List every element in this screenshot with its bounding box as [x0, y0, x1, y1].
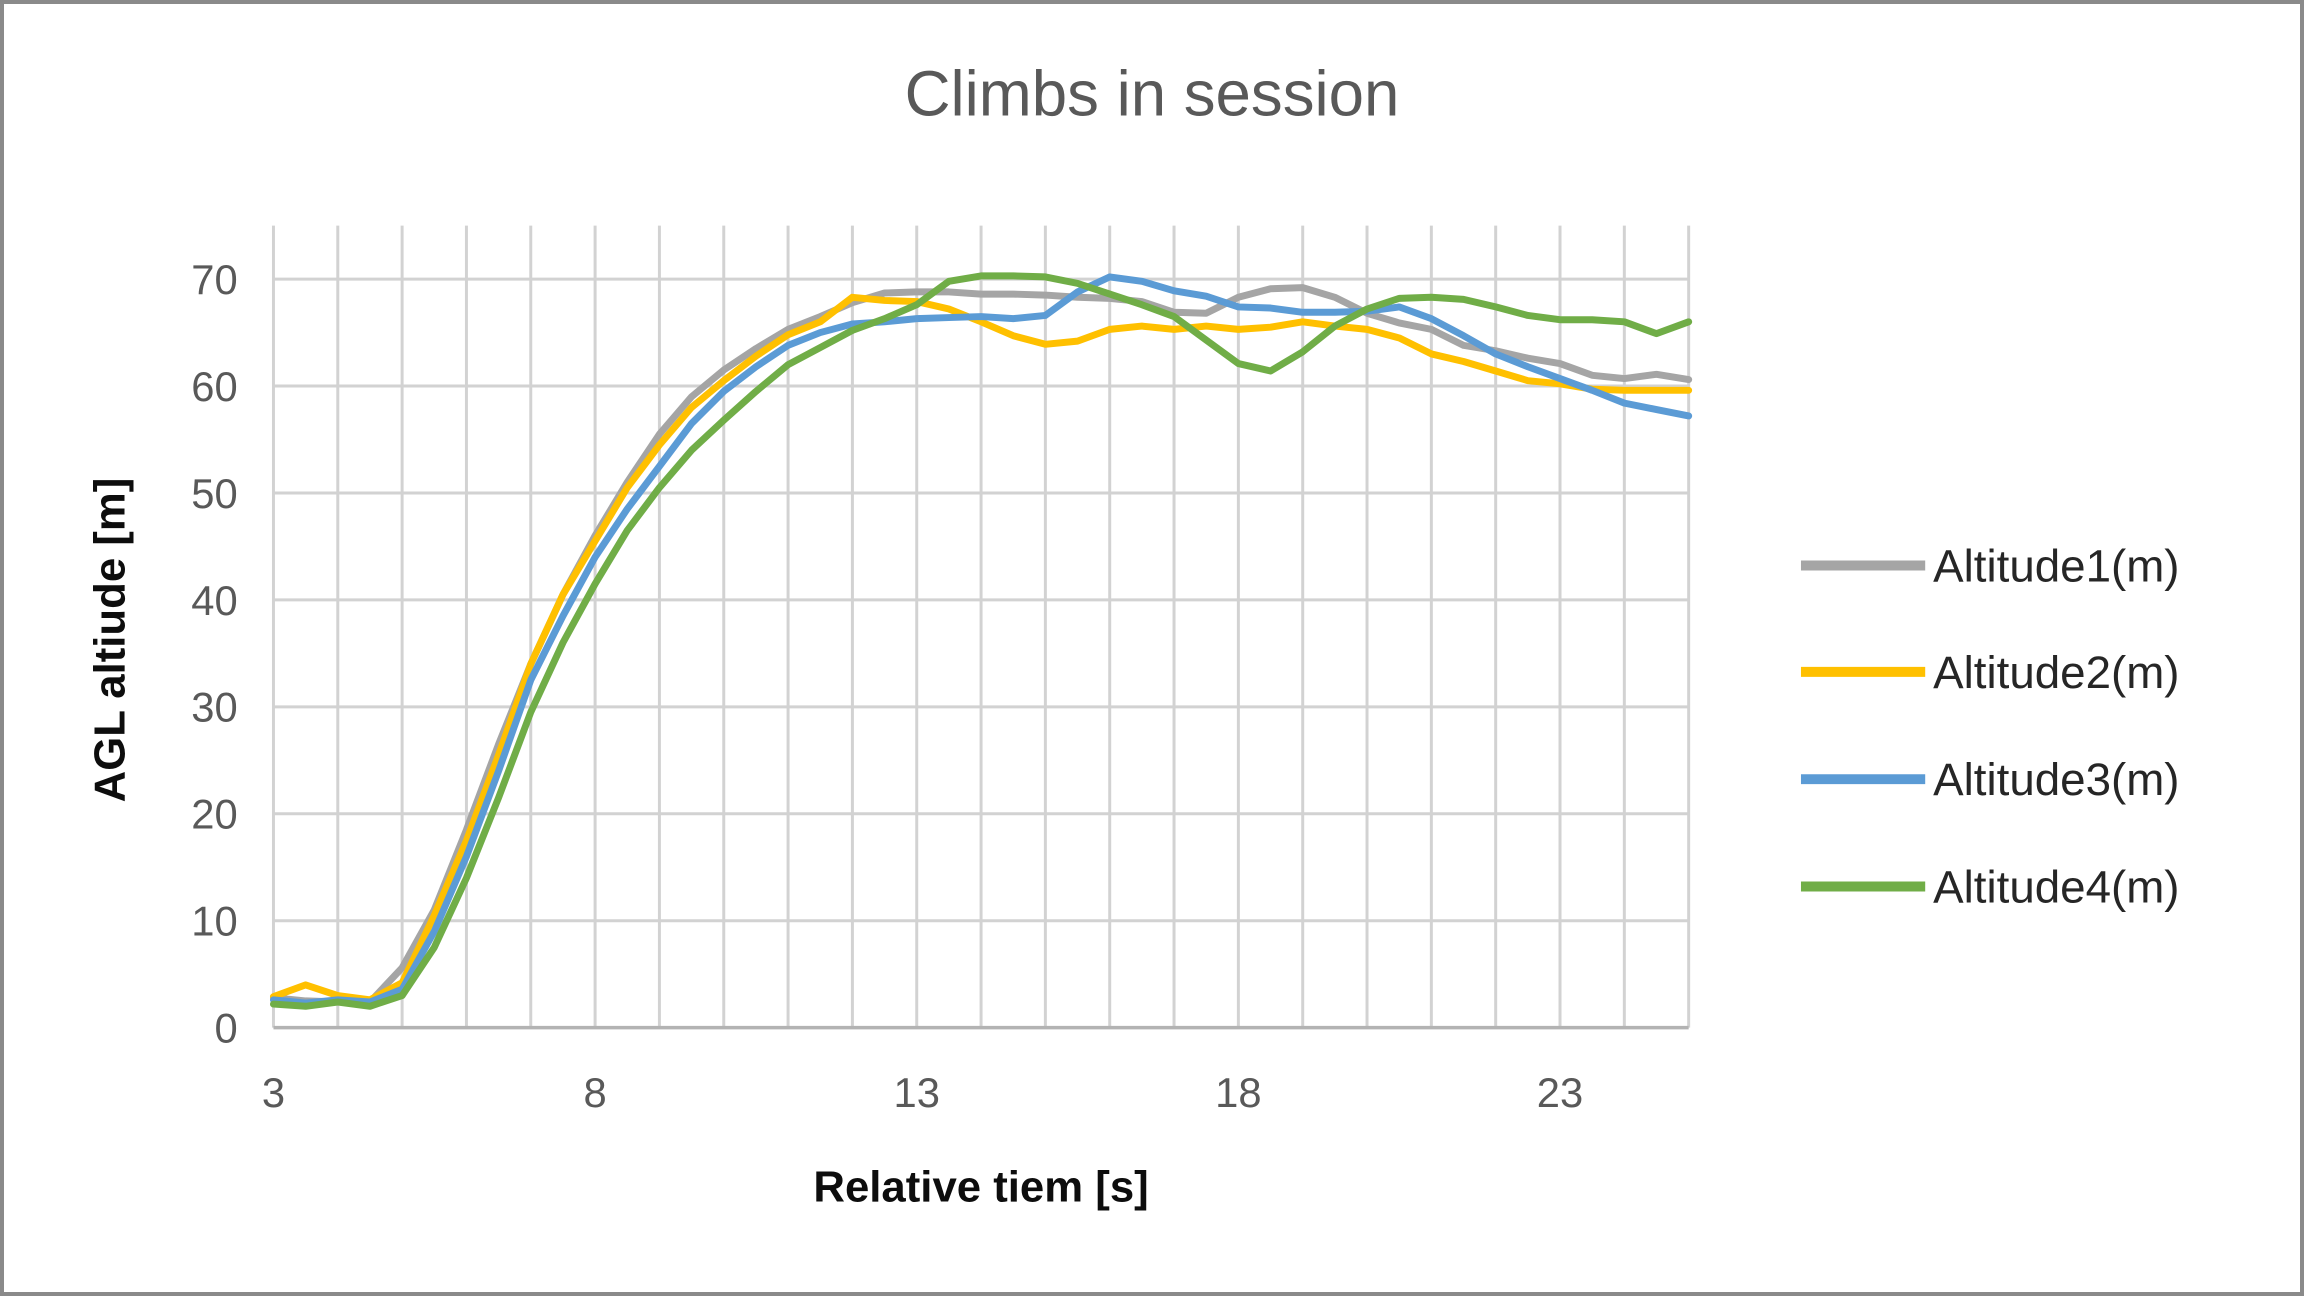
data-series-lines	[269, 272, 1693, 1010]
y-tick-label: 0	[214, 1005, 237, 1052]
series-line-2	[269, 293, 1693, 1004]
x-tick-label: 18	[1215, 1069, 1261, 1116]
chart-title: Climbs in session	[905, 58, 1400, 129]
y-tick-label: 30	[191, 684, 237, 731]
x-tick-label: 3	[262, 1069, 285, 1116]
x-tick-label: 8	[583, 1069, 606, 1116]
y-tick-label: 50	[191, 470, 237, 517]
series-line-4	[269, 272, 1693, 1010]
series-line-3	[269, 273, 1693, 1007]
y-tick-label: 20	[191, 791, 237, 838]
legend: Altitude1(m) Altitude2(m) Altitude3(m) Alti…	[1800, 540, 2180, 912]
y-tick-label: 70	[191, 256, 237, 303]
y-axis-title: AGL altiude [m]	[85, 478, 134, 803]
x-axis-title: Relative tiem [s]	[813, 1163, 1148, 1212]
axis-tick-labels: 0 10 20 30 40 50 60 70 3 8 13 18 23	[191, 256, 1583, 1116]
x-tick-label: 13	[894, 1069, 940, 1116]
y-tick-label: 10	[191, 898, 237, 945]
y-tick-label: 60	[191, 363, 237, 410]
legend-label-2: Altitude2(m)	[1933, 647, 2179, 698]
x-tick-label: 23	[1537, 1069, 1583, 1116]
legend-label-4: Altitude4(m)	[1933, 861, 2179, 912]
legend-label-3: Altitude3(m)	[1933, 754, 2179, 805]
legend-label-1: Altitude1(m)	[1933, 540, 2179, 591]
y-tick-label: 40	[191, 577, 237, 624]
